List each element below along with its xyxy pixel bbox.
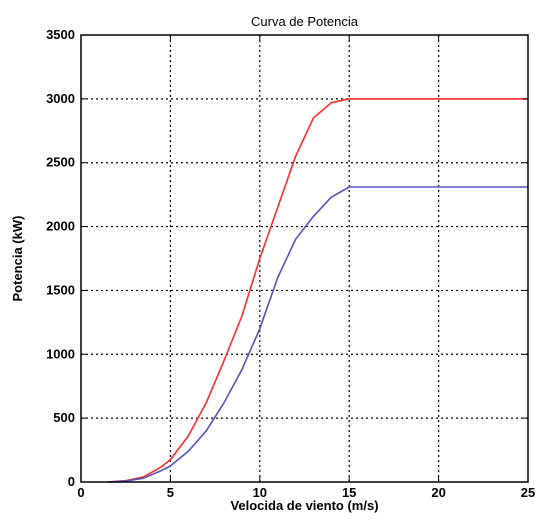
grid xyxy=(81,35,528,482)
x-tick-label: 25 xyxy=(521,485,535,500)
y-tick-label: 1000 xyxy=(46,346,75,361)
x-tick-label: 0 xyxy=(77,485,84,500)
chart-title: Curva de Potencia xyxy=(251,14,359,29)
y-axis-title: Potencia (kW) xyxy=(10,216,25,302)
y-tick-label: 3000 xyxy=(46,91,75,106)
y-tick-label: 2500 xyxy=(46,155,75,170)
x-axis-title: Velocida de viento (m/s) xyxy=(230,498,378,513)
ticks: 0 5 10 15 20 25 0 500 1000 1500 2000 2500 3000 3500 xyxy=(46,27,535,500)
x-tick-label: 15 xyxy=(342,485,356,500)
plot-frame xyxy=(80,34,529,483)
x-tick-label: 10 xyxy=(253,485,267,500)
y-tick-label: 0 xyxy=(68,474,75,489)
x-tick-label: 20 xyxy=(431,485,445,500)
y-tick-label: 500 xyxy=(53,410,75,425)
y-tick-label: 2000 xyxy=(46,219,75,234)
y-tick-label: 1500 xyxy=(46,282,75,297)
series-layer xyxy=(107,98,528,483)
y-tick-label: 3500 xyxy=(46,27,75,42)
series-line-1 xyxy=(107,98,528,483)
x-tick-label: 5 xyxy=(167,485,174,500)
series-line-2 xyxy=(107,186,528,483)
